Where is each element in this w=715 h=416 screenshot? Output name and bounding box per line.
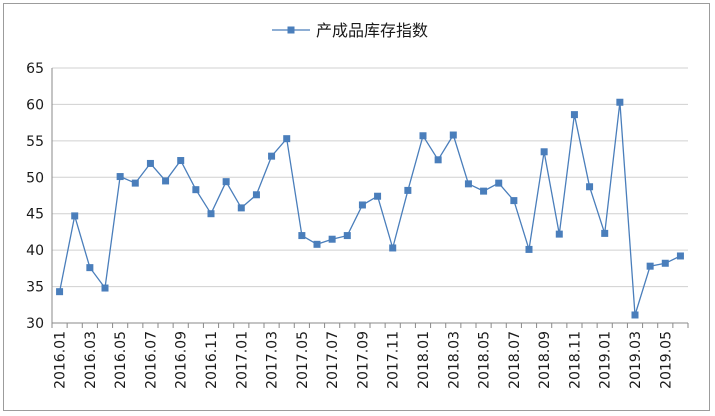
legend-marker xyxy=(287,26,295,34)
x-tick-label: 2016.11 xyxy=(204,331,220,389)
data-point xyxy=(495,179,503,187)
data-point xyxy=(222,178,230,186)
x-tick-label: 2018.05 xyxy=(477,331,493,389)
data-point xyxy=(131,179,139,187)
legend-label: 产成品库存指数 xyxy=(316,21,428,40)
y-tick-label: 40 xyxy=(26,243,44,259)
data-point xyxy=(555,230,563,238)
x-tick-label: 2019.05 xyxy=(658,331,674,389)
x-tick-label: 2018.01 xyxy=(416,331,432,389)
data-point xyxy=(328,235,336,243)
data-point xyxy=(570,111,578,119)
x-tick-label: 2019.01 xyxy=(598,331,614,389)
data-point xyxy=(631,311,639,319)
y-tick-label: 35 xyxy=(26,280,44,296)
data-point xyxy=(343,232,351,240)
x-tick-label: 2017.09 xyxy=(355,331,371,389)
data-point xyxy=(661,259,669,267)
y-tick-label: 55 xyxy=(26,134,44,150)
y-tick-label: 30 xyxy=(26,316,44,332)
data-point xyxy=(419,132,427,140)
data-point xyxy=(252,191,260,199)
data-point xyxy=(480,187,488,195)
data-point xyxy=(298,232,306,240)
data-point xyxy=(358,201,366,209)
x-tick-label: 2016.05 xyxy=(113,331,129,389)
data-point xyxy=(146,159,154,167)
x-tick-label: 2016.01 xyxy=(53,331,69,389)
data-point xyxy=(237,204,245,212)
y-tick-label: 65 xyxy=(26,61,44,77)
data-point xyxy=(646,262,654,270)
data-point xyxy=(449,131,457,139)
data-point xyxy=(616,98,624,106)
x-tick-label: 2017.05 xyxy=(295,331,311,389)
x-tick-label: 2017.11 xyxy=(386,331,402,389)
x-tick-label: 2019.03 xyxy=(628,331,644,389)
data-point xyxy=(525,245,533,253)
data-point xyxy=(56,288,64,296)
x-tick-label: 2017.03 xyxy=(265,331,281,389)
data-point xyxy=(71,212,79,220)
y-tick-label: 60 xyxy=(26,97,44,113)
data-point xyxy=(283,135,291,143)
x-tick-label: 2016.07 xyxy=(143,331,159,389)
x-tick-label: 2016.03 xyxy=(83,331,99,389)
data-point xyxy=(86,264,94,272)
data-point xyxy=(101,284,109,292)
y-tick-label: 45 xyxy=(26,207,44,223)
x-tick-label: 2018.07 xyxy=(507,331,523,389)
data-point xyxy=(404,186,412,194)
data-point xyxy=(464,180,472,188)
x-tick-label: 2018.03 xyxy=(446,331,462,389)
series-line xyxy=(58,102,681,316)
data-point xyxy=(162,177,170,185)
data-point xyxy=(268,152,276,160)
data-point xyxy=(540,148,548,156)
x-tick-label: 2018.09 xyxy=(537,331,553,389)
data-point xyxy=(510,197,518,205)
data-point xyxy=(676,252,684,260)
x-tick-label: 2018.11 xyxy=(567,331,583,389)
y-tick-label: 50 xyxy=(26,170,44,186)
data-point xyxy=(192,186,200,194)
data-point xyxy=(207,210,215,218)
chart-frame xyxy=(3,3,710,411)
data-point xyxy=(313,240,321,248)
x-tick-label: 2016.09 xyxy=(174,331,190,389)
x-tick-label: 2017.01 xyxy=(234,331,250,389)
data-point xyxy=(389,244,397,252)
data-point xyxy=(434,156,442,164)
data-point xyxy=(177,157,185,165)
data-point xyxy=(116,173,124,181)
x-tick-label: 2017.07 xyxy=(325,331,341,389)
data-point xyxy=(601,229,609,237)
data-point xyxy=(586,183,594,191)
data-point xyxy=(374,192,382,200)
